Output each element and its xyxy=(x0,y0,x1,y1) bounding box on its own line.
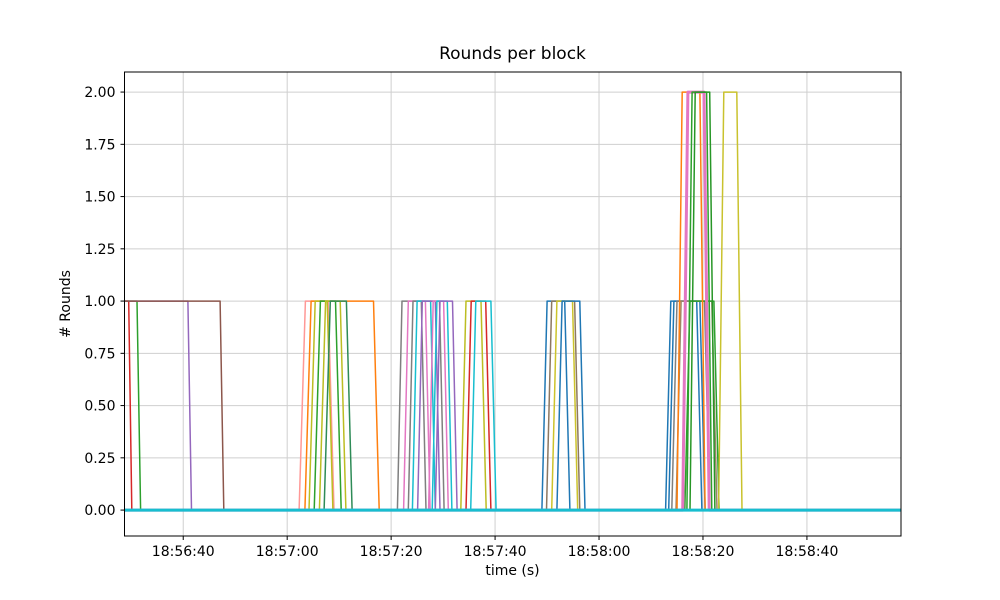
x-tick-label: 18:58:40 xyxy=(775,544,838,560)
y-tick-label: 2.00 xyxy=(84,85,115,101)
y-tick-label: 1.50 xyxy=(84,190,115,206)
x-tick-label: 18:58:20 xyxy=(672,544,735,560)
y-tick-label: 0.75 xyxy=(84,346,115,362)
y-tick-label: 1.00 xyxy=(84,294,115,310)
x-tick-label: 18:57:00 xyxy=(256,544,319,560)
plot-spines xyxy=(124,71,902,537)
y-tick-label: 0.50 xyxy=(84,399,115,415)
chart-title: Rounds per block xyxy=(439,44,586,64)
x-tick-label: 18:58:00 xyxy=(568,544,631,560)
y-tick-label: 1.25 xyxy=(84,242,115,258)
y-axis-label: # Rounds xyxy=(58,270,74,338)
y-tick-label: 0.25 xyxy=(84,451,115,467)
y-tick-label: 0.00 xyxy=(84,503,115,519)
x-axis-label: time (s) xyxy=(485,563,540,579)
x-tick-label: 18:56:40 xyxy=(152,544,215,560)
y-tick-label: 1.75 xyxy=(84,137,115,153)
x-tick-label: 18:57:40 xyxy=(464,544,527,560)
x-tick-label: 18:57:20 xyxy=(360,544,423,560)
